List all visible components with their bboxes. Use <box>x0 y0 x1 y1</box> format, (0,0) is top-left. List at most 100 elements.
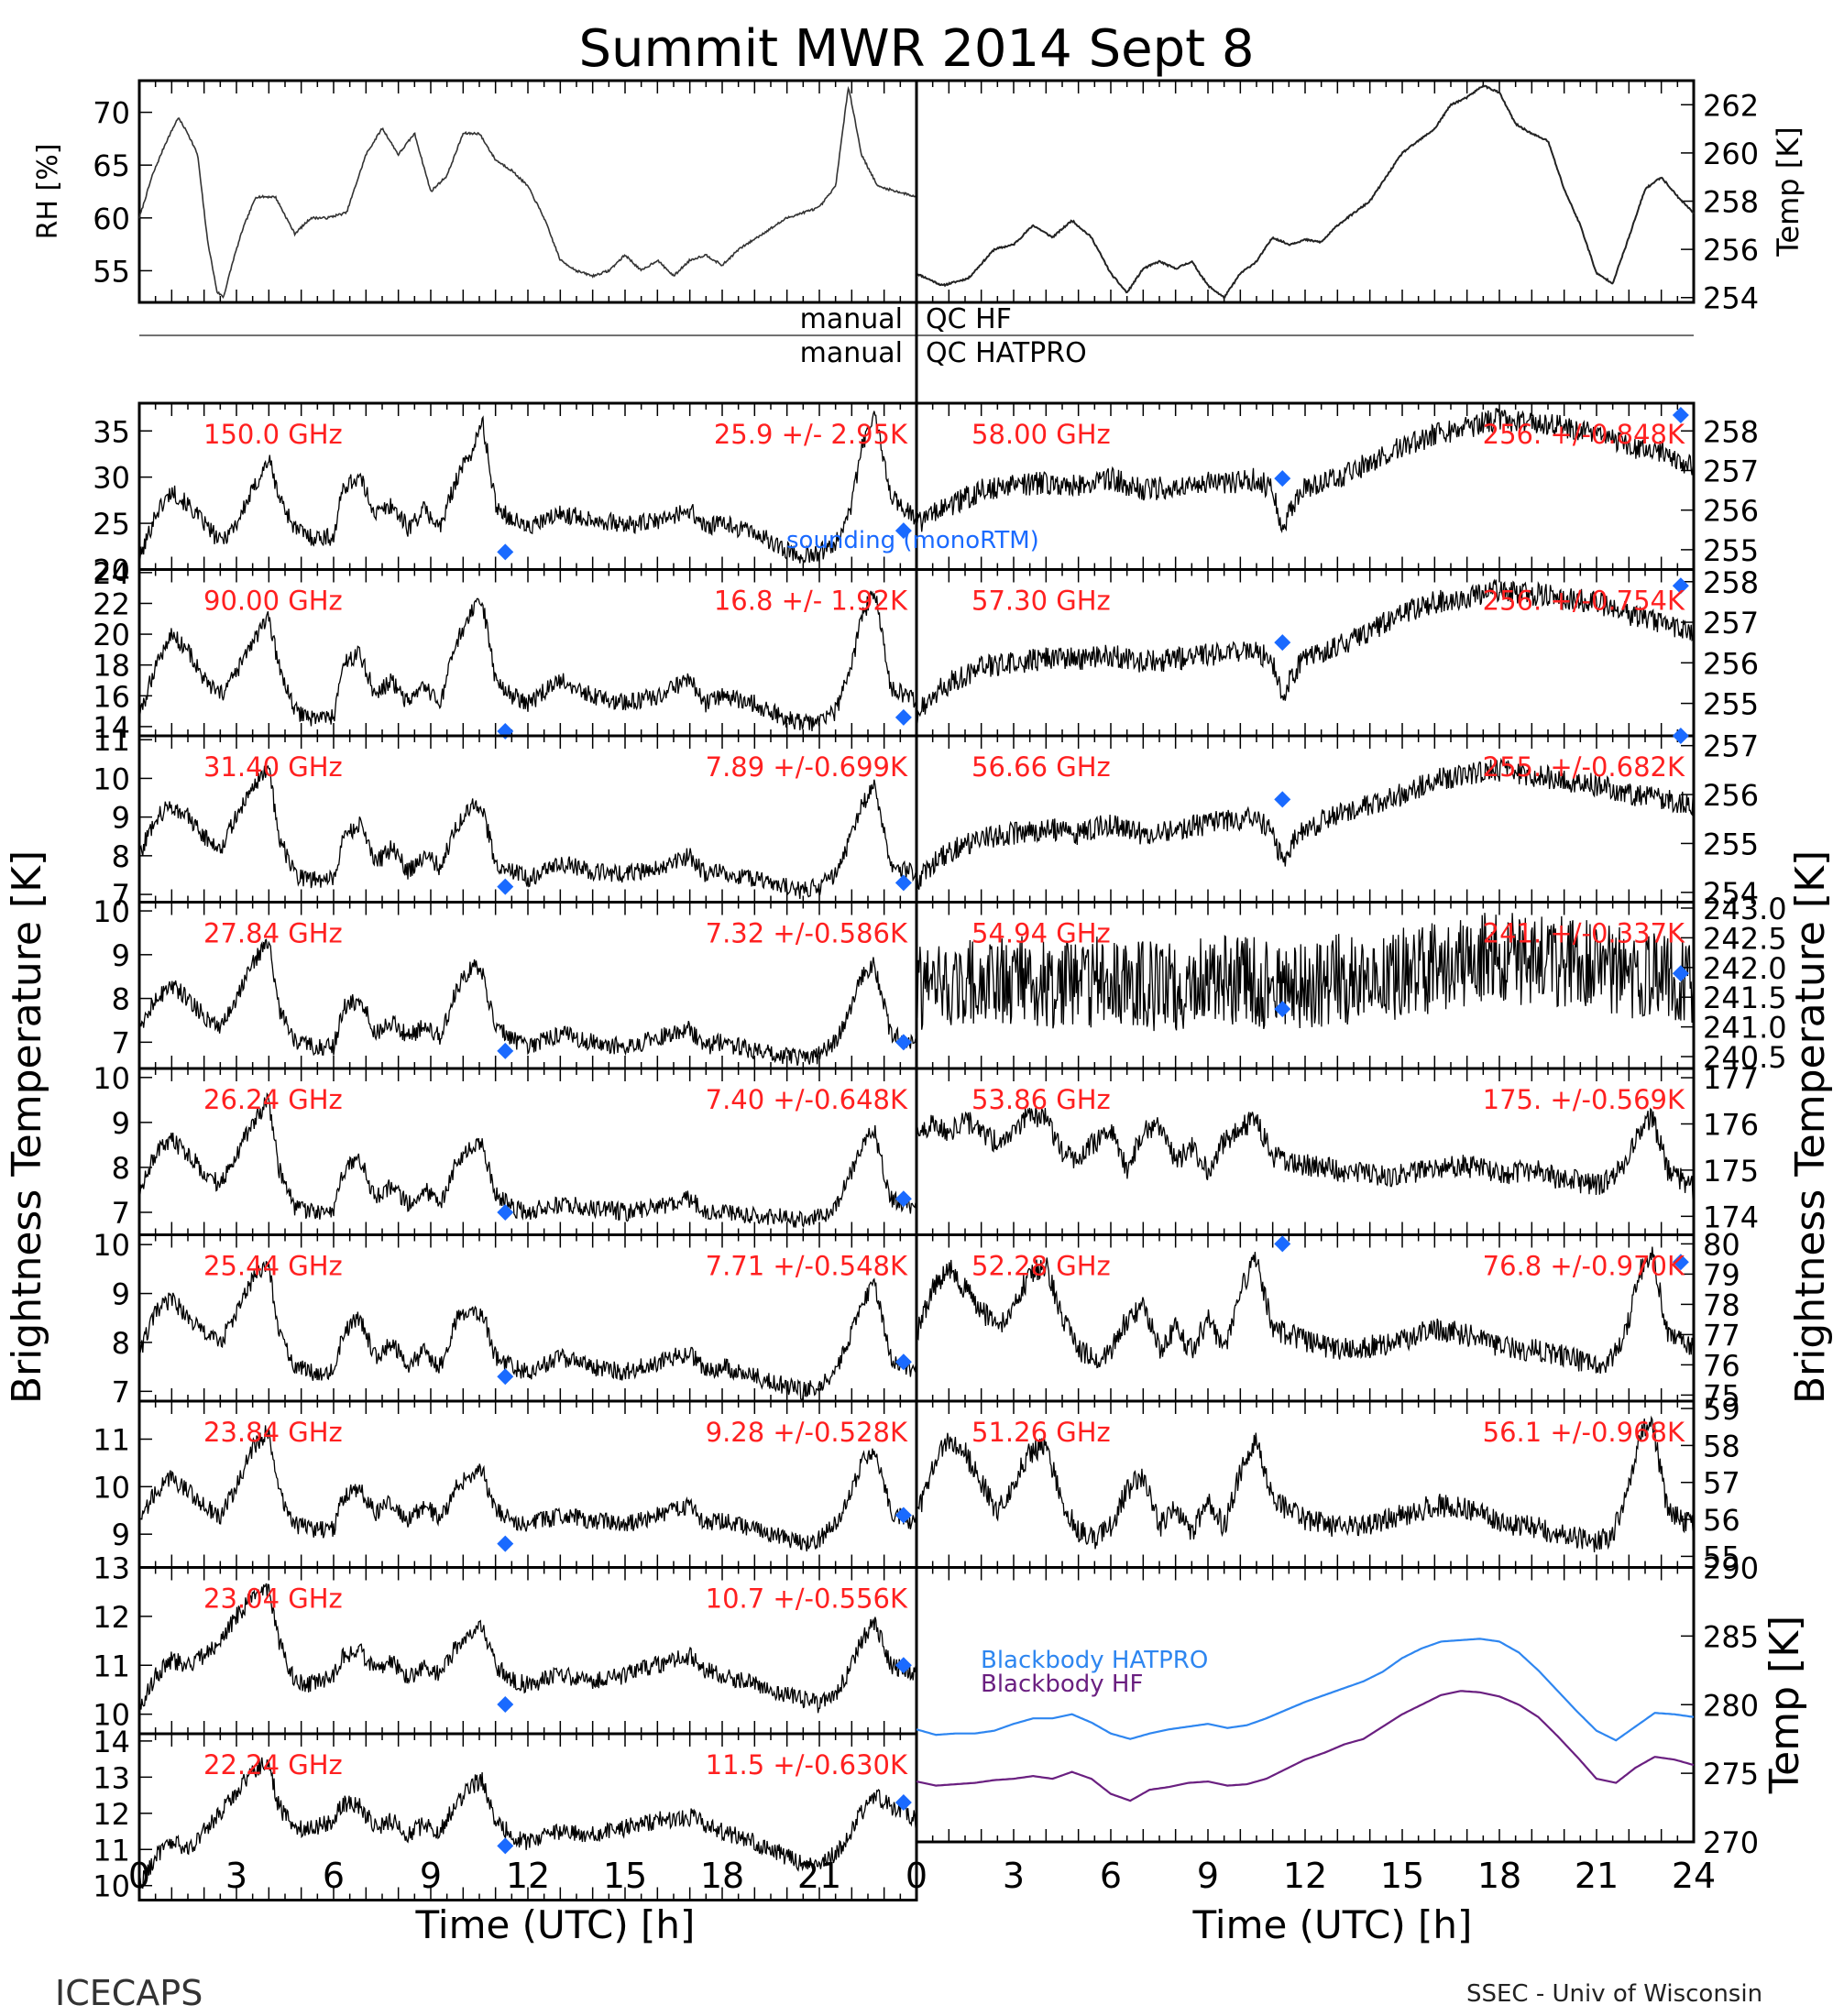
qc-label-right-1: QC HF <box>926 303 1012 335</box>
stat-label: 256. +/-0.754K <box>1483 586 1685 617</box>
y-tick-label: 258 <box>1703 565 1759 600</box>
y-tick-label: 243.0 <box>1703 892 1787 926</box>
sounding-marker <box>497 1042 514 1059</box>
x-tick-label: 12 <box>1283 1856 1327 1896</box>
y-tick-label: 290 <box>1703 1551 1759 1586</box>
freq-label: 58.00 GHz <box>971 419 1111 450</box>
y-tick-label: 257 <box>1703 606 1759 641</box>
temp-series-line <box>916 83 1695 300</box>
freq-label: 23.04 GHz <box>203 1583 343 1615</box>
y-tick-label: 22 <box>93 586 130 621</box>
y-tick-label: 65 <box>93 148 130 183</box>
stat-label: 7.32 +/-0.586K <box>706 918 908 949</box>
y-tick-label: 255 <box>1703 687 1759 722</box>
y-tick-label: 10 <box>93 1869 130 1904</box>
y-tick-label: 11 <box>93 1833 130 1868</box>
sounding-marker <box>1274 791 1291 808</box>
stat-label: 255. +/-0.682K <box>1483 751 1685 783</box>
y-tick-label: 257 <box>1703 454 1759 488</box>
sounding-marker <box>895 1507 912 1524</box>
stat-label: 76.8 +/-0.970K <box>1483 1251 1685 1282</box>
y-tick-label: 25 <box>93 507 130 542</box>
y-tick-label: 76 <box>1703 1348 1740 1383</box>
freq-label: 52.28 GHz <box>971 1251 1111 1282</box>
legend-entry: Blackbody HATPRO <box>981 1647 1208 1674</box>
y-tick-label: 80 <box>1703 1227 1740 1262</box>
y-tick-label: 255 <box>1703 533 1759 568</box>
sounding-marker <box>895 708 912 726</box>
y-tick-label: 256 <box>1703 233 1759 268</box>
x-tick-label: 6 <box>323 1856 345 1896</box>
y-tick-label: 77 <box>1703 1318 1740 1353</box>
stat-label: 7.40 +/-0.648K <box>706 1084 908 1115</box>
freq-label: 90.00 GHz <box>203 586 343 617</box>
x-tick-label: 24 <box>1672 1856 1716 1896</box>
y-tick-label: 256 <box>1703 494 1759 529</box>
x-tick-label: 9 <box>1197 1856 1219 1896</box>
y-tick-label: 13 <box>93 1551 130 1586</box>
y-tick-label: 258 <box>1703 414 1759 449</box>
y-tick-label: 58 <box>1703 1429 1740 1463</box>
sounding-marker <box>895 1793 912 1811</box>
stat-label: 56.1 +/-0.968K <box>1483 1417 1685 1448</box>
rh-series-line <box>138 85 917 299</box>
qc-label-right-2: QC HATPRO <box>926 337 1087 369</box>
y-tick-label: 79 <box>1703 1257 1740 1292</box>
series-line-tb-54.94 <box>916 913 1695 1032</box>
y-tick-label: 75 <box>1703 1378 1740 1413</box>
y-tick-label: 57 <box>1703 1466 1740 1501</box>
y-tick-label: 8 <box>112 982 130 1017</box>
y-tick-label: 240.5 <box>1703 1040 1787 1075</box>
series-line-tb-57.30 <box>916 578 1695 724</box>
footer-right: SSEC - Univ of Wisconsin <box>1466 1980 1762 2008</box>
y-tick-label: 12 <box>93 1600 130 1635</box>
sounding-marker <box>497 1203 514 1221</box>
y-tick-label: 285 <box>1703 1619 1759 1654</box>
y-tick-label: 9 <box>112 801 130 836</box>
sounding-marker <box>497 878 514 895</box>
y-tick-label: 254 <box>1703 281 1759 316</box>
y-tick-label: 241.5 <box>1703 981 1787 1015</box>
sounding-marker <box>895 874 912 892</box>
legend-entry: Blackbody HF <box>981 1671 1143 1698</box>
x-tick-label: 15 <box>603 1856 647 1896</box>
freq-label: 150.0 GHz <box>203 419 343 450</box>
sounding-marker <box>895 1190 912 1208</box>
sounding-marker <box>1672 577 1689 595</box>
y-tick-label: 60 <box>93 202 130 236</box>
freq-label: 25.44 GHz <box>203 1251 343 1282</box>
y-tick-label: 242.0 <box>1703 951 1787 986</box>
x-tick-label: 15 <box>1380 1856 1424 1896</box>
qc-label-left-1: manual <box>800 303 903 335</box>
sounding-marker <box>1672 728 1689 744</box>
x-tick-label: 21 <box>1575 1856 1619 1896</box>
sounding-marker <box>1672 965 1689 982</box>
temp-panel <box>915 79 1696 304</box>
y-tick-label: 260 <box>1703 137 1759 171</box>
sounding-marker <box>1274 1235 1291 1253</box>
stat-label: 175. +/-0.569K <box>1483 1084 1685 1115</box>
y-tick-label: 13 <box>93 1760 130 1795</box>
y-tick-label: 258 <box>1703 185 1759 220</box>
y-tick-label: 255 <box>1703 827 1759 861</box>
x-tick-label: 3 <box>225 1856 247 1896</box>
freq-label: 31.40 GHz <box>203 751 343 783</box>
freq-label: 51.26 GHz <box>971 1417 1111 1448</box>
y-tick-label: 256 <box>1703 646 1759 681</box>
left-axis-title: Brightness Temperature [K] <box>4 850 50 1404</box>
y-tick-label: 7 <box>112 1196 130 1231</box>
y-tick-label: 30 <box>93 461 130 496</box>
y-tick-label: 24 <box>93 556 130 591</box>
stat-label: 16.8 +/- 1.92K <box>714 586 908 617</box>
series-line-tb-51.26 <box>916 1415 1695 1553</box>
y-tick-label: 9 <box>112 1517 130 1552</box>
sounding-marker <box>895 1034 912 1051</box>
series-line-tb-26.24 <box>138 1091 917 1228</box>
stat-label: 25.9 +/- 2.95K <box>714 419 908 450</box>
y-tick-label: 20 <box>93 618 130 652</box>
stat-label: 9.28 +/-0.528K <box>706 1417 908 1448</box>
x-tick-label: 18 <box>700 1856 744 1896</box>
blackbody-axis-label: Temp [K] <box>1762 1616 1808 1794</box>
stat-label: 256. +/-0.848K <box>1483 419 1685 450</box>
